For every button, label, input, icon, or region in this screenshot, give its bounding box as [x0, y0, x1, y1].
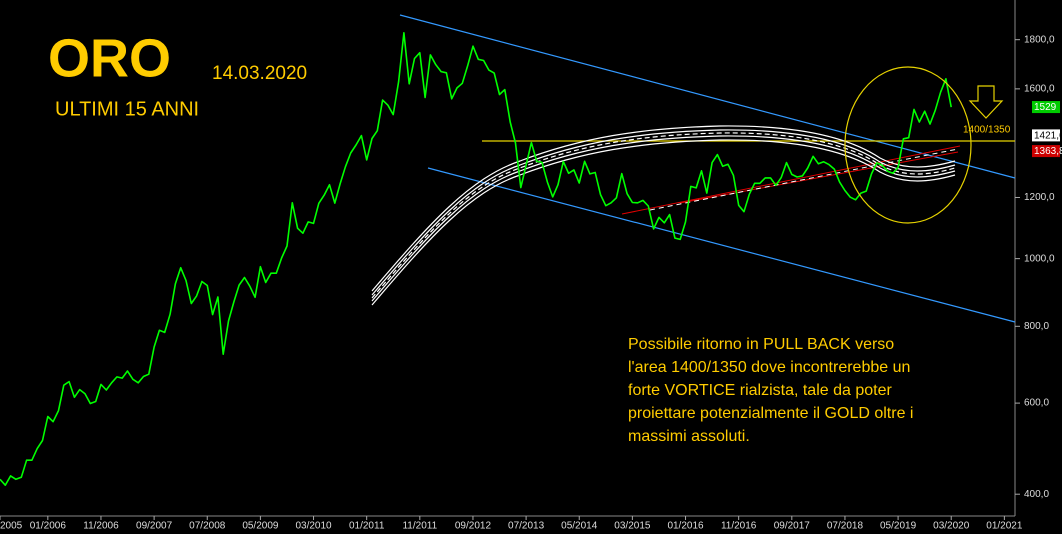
price-tag: 1529 — [1032, 101, 1060, 113]
x-tick-label: 09/2017 — [774, 521, 811, 532]
period-label: ULTIMI 15 ANNI — [55, 98, 199, 120]
y-tick-label: 1600,0 — [1024, 84, 1055, 95]
plot-area — [0, 14, 1016, 486]
down-arrow — [968, 85, 1004, 119]
price-tag-label: 1529 — [1034, 102, 1057, 113]
y-tick-label: 400,0 — [1024, 489, 1049, 500]
note-line: l'area 1400/1350 dove incontrerebbe un — [628, 359, 910, 376]
ma-line — [371, 129, 956, 296]
note: Possibile ritorno in PULL BACK verso l'a… — [628, 336, 913, 445]
note-line: proiettare potenzialmente il GOLD oltre … — [628, 405, 913, 422]
price-tag-label: 1363,8 — [1034, 146, 1062, 157]
lower-trendline — [427, 167, 1016, 323]
chart-title: ORO — [48, 28, 171, 88]
x-tick-label: 01/2006 — [30, 521, 67, 532]
x-tick-label: 01/2021 — [986, 521, 1023, 532]
red-trendline — [621, 145, 961, 215]
y-tick-label: 1200,0 — [1024, 192, 1055, 203]
x-tick-label: 07/2013 — [508, 521, 545, 532]
x-tick-label: 2005 — [0, 521, 23, 532]
note-line: Possibile ritorno in PULL BACK verso — [628, 336, 894, 353]
x-tick-label: 05/2019 — [880, 521, 917, 532]
price-tag: 1363,8 — [1032, 145, 1062, 157]
red-trendline — [679, 151, 959, 204]
x-tick-label: 09/2012 — [455, 521, 492, 532]
x-tick-label: 03/2010 — [295, 521, 332, 532]
note-line: massimi assoluti. — [628, 428, 750, 445]
x-tick-label: 09/2007 — [136, 521, 173, 532]
y-tick-label: 1800,0 — [1024, 34, 1055, 45]
x-tick-label: 01/2011 — [349, 521, 385, 532]
price-tag-label: 1421,6 — [1034, 131, 1062, 142]
x-tick-label: 03/2020 — [933, 521, 970, 532]
x-tick-label: 11/2011 — [402, 521, 437, 532]
price-line — [0, 31, 952, 486]
price-tag-box — [1032, 145, 1060, 158]
x-tick-label: 11/2006 — [83, 521, 119, 532]
x-tick-label: 07/2008 — [189, 521, 226, 532]
note-line: forte VORTICE rialzista, tale da poter — [628, 382, 892, 399]
dashed-trendline — [649, 148, 959, 211]
x-tick-label: 03/2015 — [614, 521, 651, 532]
x-tick-label: 07/2018 — [827, 521, 864, 532]
y-tick-label: 800,0 — [1024, 321, 1049, 332]
chart-subtitle: 14.03.2020 — [212, 63, 307, 84]
zone-label: 1400/1350 — [963, 125, 1011, 136]
ma-line — [371, 139, 956, 306]
price-tag: 1421,6 — [1032, 129, 1062, 142]
x-tick-label: 05/2014 — [561, 521, 598, 532]
x-tick-label: 01/2016 — [667, 521, 704, 532]
upper-trendline — [399, 14, 1016, 179]
price-tag-box — [1032, 129, 1060, 142]
x-tick-label: 11/2016 — [721, 521, 757, 532]
vortex-circle — [844, 66, 972, 224]
y-tick-label: 1000,0 — [1024, 253, 1055, 264]
price-tag-box — [1032, 101, 1060, 114]
x-tick-label: 05/2009 — [242, 521, 279, 532]
y-tick-label: 600,0 — [1024, 398, 1049, 409]
ma-line — [371, 125, 956, 292]
ma-line — [371, 135, 956, 302]
